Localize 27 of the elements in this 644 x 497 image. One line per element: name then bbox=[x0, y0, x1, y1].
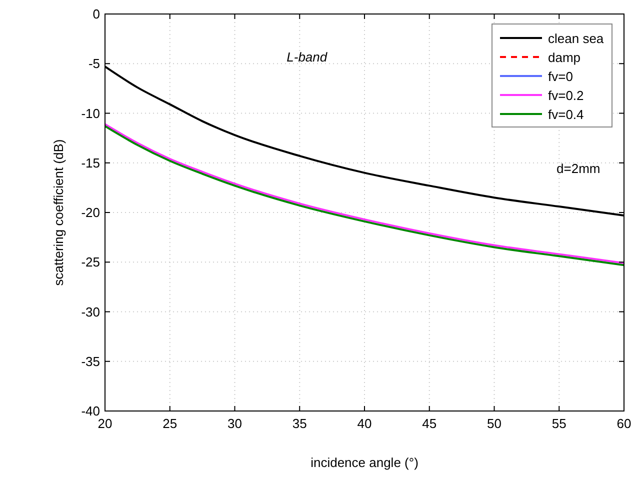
x-tick-label: 40 bbox=[357, 416, 372, 431]
x-tick-label: 30 bbox=[228, 416, 242, 431]
y-tick-label: -40 bbox=[81, 404, 100, 418]
y-tick-label: -35 bbox=[81, 354, 100, 369]
legend-label: clean sea bbox=[548, 31, 604, 46]
x-tick-label: 50 bbox=[487, 416, 502, 431]
y-tick-label: -5 bbox=[88, 56, 100, 72]
legend-label: fv=0.2 bbox=[548, 88, 584, 103]
y-tick-label: -30 bbox=[81, 304, 100, 320]
legend-label: fv=0.4 bbox=[548, 107, 584, 122]
x-tick-label: 35 bbox=[292, 416, 307, 431]
annotation: L-band bbox=[286, 50, 328, 65]
y-axis-title: scattering coefficient (dB) bbox=[51, 139, 66, 286]
annotation: d=2mm bbox=[556, 160, 600, 176]
y-tick-label: 0 bbox=[92, 6, 100, 22]
legend-label: damp bbox=[548, 50, 581, 65]
legend-label: fv=0 bbox=[548, 69, 573, 84]
x-tick-label: 45 bbox=[422, 416, 437, 431]
x-tick-label: 55 bbox=[552, 416, 566, 431]
x-tick-label: 60 bbox=[616, 416, 632, 431]
x-tick-label: 25 bbox=[162, 416, 178, 431]
y-tick-label: -20 bbox=[81, 205, 100, 220]
x-axis-title: incidence angle (°) bbox=[310, 455, 418, 470]
x-tick-label: 20 bbox=[98, 416, 112, 431]
y-tick-label: -25 bbox=[81, 254, 100, 270]
y-tick-label: -15 bbox=[81, 155, 100, 170]
y-tick-label: -10 bbox=[81, 106, 100, 121]
